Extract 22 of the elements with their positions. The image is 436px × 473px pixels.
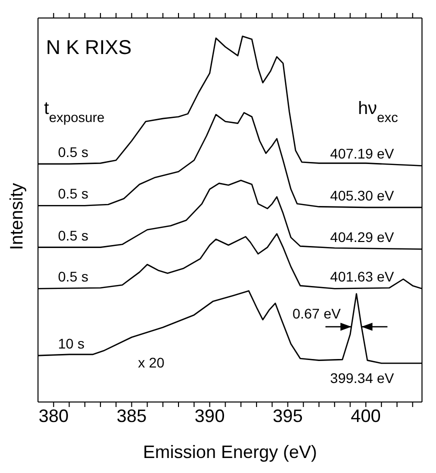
- series-label: 404.29 eV: [330, 229, 395, 246]
- x-tick-label: 395: [272, 406, 303, 426]
- x-tick-label: 390: [194, 406, 225, 426]
- annotation: 10 s: [58, 336, 84, 352]
- series-label: 399.34 eV: [330, 370, 395, 386]
- annotation: N K RIXS: [46, 37, 132, 59]
- x-axis-title: Emission Energy (eV): [142, 442, 318, 462]
- annotation: 0.5 s: [58, 227, 88, 244]
- annotation: 0.67 eV: [292, 306, 342, 322]
- annotation: hν$_{exc}$: [358, 98, 398, 124]
- x-tick-label: 385: [116, 406, 147, 426]
- series-label: 401.63 eV: [330, 268, 395, 285]
- annotation: t$_{exposure}$: [44, 98, 105, 124]
- annotation: 0.5 s: [58, 144, 88, 160]
- y-axis-title: Intensity: [6, 182, 26, 250]
- x-tick-label: 380: [38, 406, 69, 426]
- series-label: 407.19 eV: [330, 146, 395, 162]
- annotation: x 20: [138, 354, 165, 371]
- x-tick-label: 400: [350, 406, 381, 426]
- annotation: 0.5 s: [58, 186, 88, 202]
- series-label: 405.30 eV: [330, 187, 395, 204]
- annotation: 0.5 s: [58, 268, 88, 285]
